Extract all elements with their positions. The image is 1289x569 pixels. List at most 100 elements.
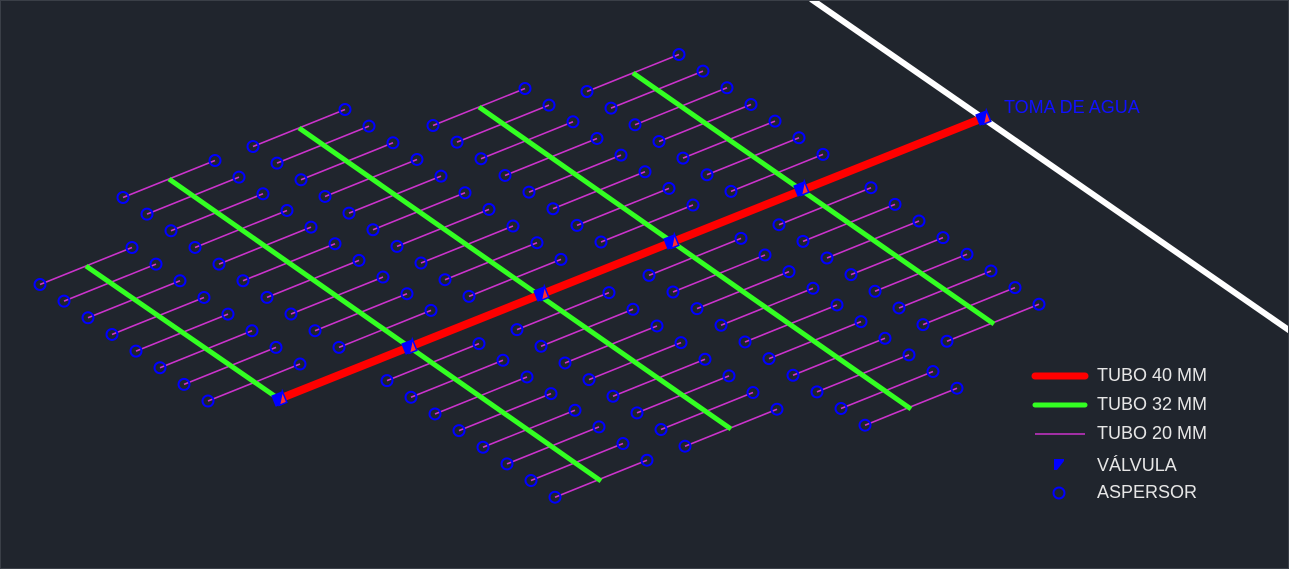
sprinkler-icon bbox=[125, 241, 139, 254]
sprinkler-icon bbox=[380, 374, 394, 388]
legend-label-aspersor: ASPERSOR bbox=[1097, 482, 1198, 502]
sprinkler-icon bbox=[960, 247, 974, 261]
sprinkler-icon bbox=[428, 407, 442, 421]
sprinkler-icon bbox=[916, 318, 930, 332]
sprinkler-icon bbox=[690, 302, 704, 316]
submain-pipe-32mm bbox=[477, 104, 913, 412]
valve-icon bbox=[271, 388, 288, 407]
sprinkler-icon bbox=[762, 352, 776, 366]
sprinkler-icon bbox=[426, 119, 440, 132]
sprinkler-icon bbox=[768, 114, 782, 128]
sprinkler-icon bbox=[270, 156, 284, 170]
sprinkler-icon bbox=[698, 352, 712, 366]
sprinkler-icon bbox=[926, 365, 940, 379]
sprinkler-icon bbox=[386, 136, 400, 150]
legend-label-tubo-32: TUBO 32 MM bbox=[1097, 394, 1208, 414]
sprinkler-icon bbox=[868, 284, 882, 298]
sprinkler-icon bbox=[606, 389, 620, 403]
sprinkler-icon bbox=[294, 173, 308, 187]
sprinkler-icon bbox=[666, 285, 680, 299]
sprinkler-icon bbox=[892, 301, 906, 315]
sprinkler-icon bbox=[816, 147, 830, 161]
sprinkler-icon bbox=[390, 239, 404, 253]
sprinkler-icon bbox=[434, 169, 448, 183]
sprinkler-icon bbox=[806, 281, 820, 295]
sprinkler-icon bbox=[662, 181, 676, 195]
sprinkler-icon bbox=[580, 85, 594, 98]
sprinkler-icon bbox=[284, 307, 298, 321]
sprinkler-icon bbox=[820, 251, 834, 265]
sprinkler-icon bbox=[594, 235, 608, 249]
sprinkler-icon bbox=[260, 290, 274, 304]
sprinkler-icon bbox=[236, 274, 250, 288]
sprinkler-icon bbox=[570, 218, 584, 232]
sprinkler-icon bbox=[450, 135, 464, 149]
sprinkler-icon bbox=[33, 278, 47, 291]
main-pipe-40mm bbox=[277, 114, 985, 403]
sprinkler-icon bbox=[686, 198, 700, 212]
sprinkler-icon bbox=[280, 203, 294, 217]
sprinkler-icon bbox=[105, 327, 119, 341]
legend-valve-icon-notch bbox=[1057, 461, 1064, 470]
sprinkler-icon bbox=[758, 248, 772, 262]
submain-pipe-32mm bbox=[167, 176, 603, 484]
sprinkler-icon bbox=[318, 189, 332, 203]
sprinkler-icon bbox=[650, 319, 664, 333]
sprinkler-icon bbox=[566, 115, 580, 129]
sprinkler-icon bbox=[520, 370, 534, 384]
sprinkler-icon bbox=[404, 390, 418, 404]
laterals-group bbox=[39, 53, 1040, 498]
sprinkler-icon bbox=[854, 315, 868, 329]
sprinkler-icon bbox=[638, 165, 652, 179]
sprinkler-icon bbox=[474, 152, 488, 166]
sprinkler-icon bbox=[950, 381, 964, 395]
sprinkler-icon bbox=[676, 151, 690, 165]
sprinkler-icon bbox=[208, 154, 222, 167]
legend-label-tubo-20: TUBO 20 MM bbox=[1097, 423, 1208, 443]
sprinkler-icon bbox=[984, 264, 998, 278]
sprinkler-icon bbox=[630, 406, 644, 420]
sprinkler-icon bbox=[772, 218, 786, 232]
sprinkler-icon bbox=[830, 298, 844, 312]
sprinkler-icon bbox=[510, 323, 524, 337]
sprinkler-icon bbox=[554, 252, 568, 266]
sprinkler-icon bbox=[592, 420, 606, 434]
sprinkler-icon bbox=[342, 206, 356, 220]
valve-icon bbox=[533, 283, 550, 302]
valve-icon bbox=[793, 178, 810, 197]
sprinkler-icon bbox=[544, 387, 558, 401]
sprinkler-icon bbox=[582, 373, 596, 387]
sprinkler-icon bbox=[738, 335, 752, 349]
sprinkler-icon bbox=[546, 202, 560, 216]
sprinkler-icon bbox=[724, 184, 738, 198]
submain-pipe-32mm bbox=[631, 70, 996, 327]
legend-label-valvula: VÁLVULA bbox=[1097, 455, 1177, 475]
sprinkler-icon bbox=[1032, 297, 1046, 311]
sprinkler-icon bbox=[602, 286, 616, 300]
sprinkler-icon bbox=[476, 440, 490, 454]
property-boundary-line bbox=[809, 1, 1288, 334]
sprinkler-icon bbox=[424, 303, 438, 317]
sprinkler-icon bbox=[116, 191, 130, 204]
sprinkler-icon bbox=[940, 334, 954, 348]
sprinkler-icon bbox=[902, 348, 916, 362]
sprinkler-icon bbox=[458, 186, 472, 200]
submain-pipe-32mm bbox=[84, 263, 281, 402]
sprinkler-icon bbox=[700, 168, 714, 182]
sprinkler-icon bbox=[744, 97, 758, 111]
sprinkler-icon bbox=[782, 265, 796, 279]
sprinkler-icon bbox=[246, 140, 260, 153]
toma-de-agua-label: TOMA DE AGUA bbox=[1004, 97, 1140, 117]
legend-sprinkler-icon bbox=[1052, 486, 1066, 500]
sprinkler-icon bbox=[534, 339, 548, 353]
sprinkler-icon bbox=[472, 337, 486, 351]
sprinkler-icon bbox=[57, 294, 71, 308]
sprinkler-icon bbox=[734, 231, 748, 245]
sprinkler-icon bbox=[332, 340, 346, 354]
sprinkler-icon bbox=[858, 418, 872, 432]
sprinkler-icon bbox=[269, 340, 283, 354]
sprinkler-icon bbox=[530, 236, 544, 250]
sprinkler-icon bbox=[414, 256, 428, 270]
sprinkler-icon bbox=[672, 48, 686, 61]
